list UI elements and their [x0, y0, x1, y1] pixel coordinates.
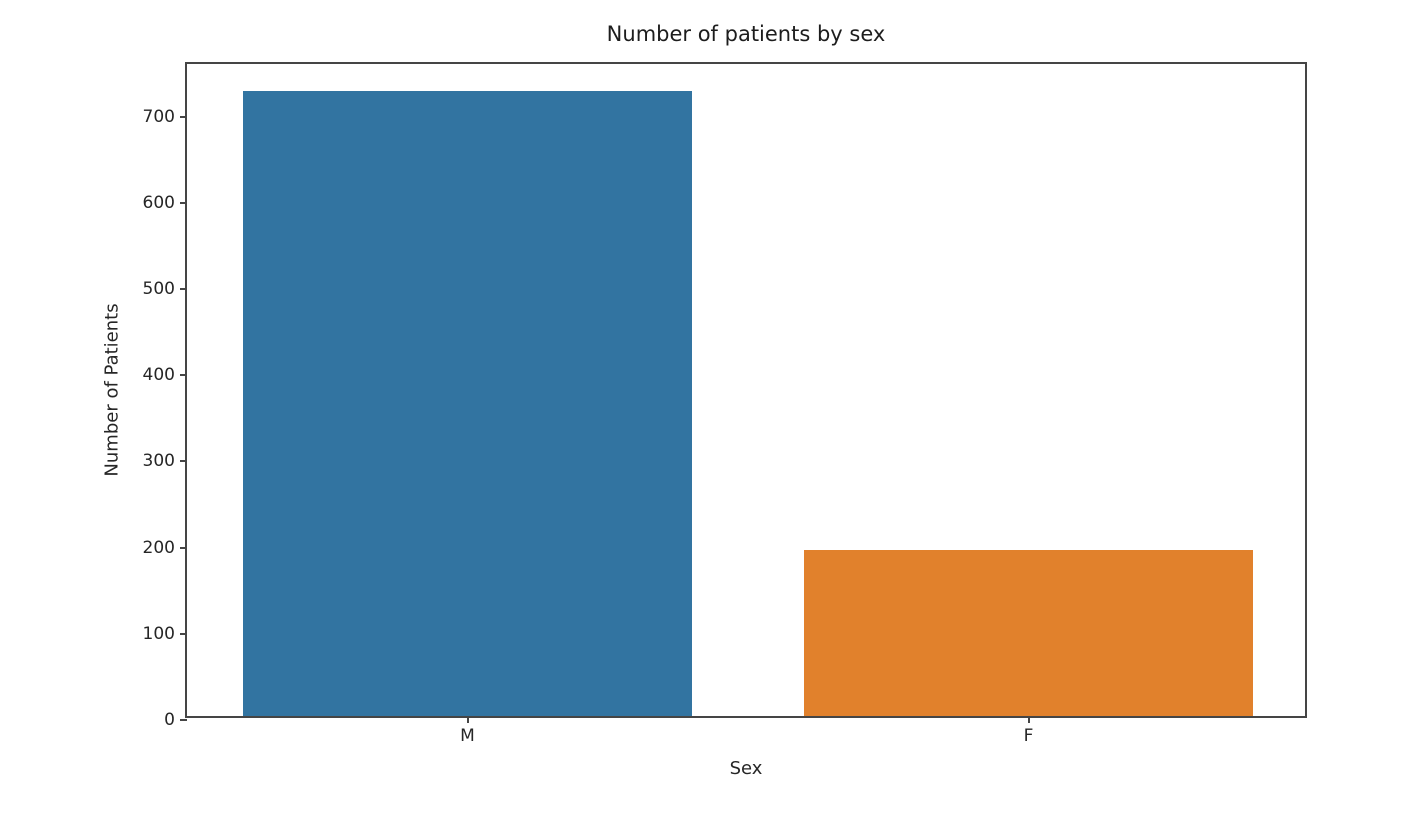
- y-tick-label: 100: [142, 623, 175, 644]
- y-tick-mark: [180, 546, 187, 549]
- y-tick-mark: [180, 374, 187, 377]
- y-tick-label: 200: [142, 537, 175, 558]
- y-tick-label: 300: [142, 451, 175, 472]
- y-tick-mark: [180, 201, 187, 204]
- y-tick-mark: [180, 460, 187, 463]
- bar-F: [804, 549, 1253, 716]
- bar-M: [243, 91, 692, 716]
- x-tick-mark: [1027, 716, 1030, 723]
- x-axis-label: Sex: [729, 758, 763, 779]
- x-tick-label: F: [1023, 726, 1034, 746]
- y-tick-label: 400: [142, 365, 175, 386]
- y-tick-mark: [180, 115, 187, 118]
- x-tick-label: M: [460, 726, 475, 746]
- y-tick-label: 500: [142, 278, 175, 299]
- y-axis-label: Number of Patients: [101, 303, 123, 477]
- y-tick-mark: [180, 632, 187, 635]
- plot-area: 0 100 200 300 400 500 600 700 M F: [143, 62, 1307, 746]
- y-tick-label: 700: [142, 106, 175, 127]
- y-tick-mark: [180, 719, 187, 721]
- y-tick-label: 0: [164, 710, 175, 730]
- x-tick-mark: [466, 716, 469, 723]
- chart-title: Number of patients by sex: [606, 22, 886, 46]
- y-tick-mark: [180, 287, 187, 290]
- y-tick-label: 600: [142, 192, 175, 213]
